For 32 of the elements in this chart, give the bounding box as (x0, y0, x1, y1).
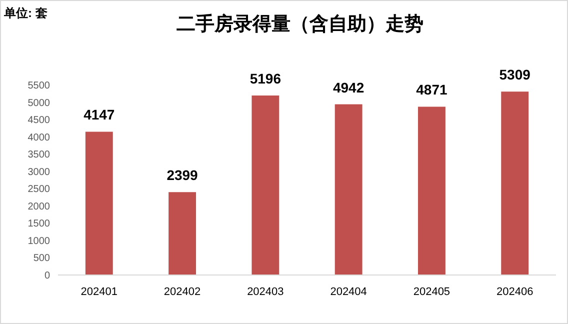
y-tick-label: 2000 (28, 201, 50, 212)
x-tick-label: 202406 (496, 286, 534, 298)
x-tick-label: 202403 (247, 286, 284, 298)
x-tick-label: 202404 (330, 286, 367, 298)
data-label: 4147 (84, 106, 115, 123)
x-tick-label: 202405 (413, 286, 450, 298)
y-tick-label: 0 (44, 270, 50, 282)
data-label: 5196 (250, 70, 282, 86)
x-tick-label: 202401 (80, 286, 118, 298)
y-tick-label: 5500 (28, 80, 50, 92)
chart-title: 二手房录得量（含自助）走势 (176, 13, 424, 35)
bar (85, 132, 113, 275)
bar (252, 96, 280, 275)
text: 单位: 套 (3, 6, 48, 20)
y-tick-label: 2500 (28, 184, 50, 196)
y-tick-label: 1500 (28, 218, 50, 230)
data-label: 4942 (332, 79, 364, 96)
y-tick-label: 4500 (28, 115, 50, 126)
x-tick-label: 202402 (164, 286, 201, 298)
y-tick-label: 4000 (28, 132, 50, 144)
bar (418, 106, 446, 275)
data-label: 5309 (499, 66, 531, 83)
data-label: 4871 (416, 82, 448, 98)
bar (334, 104, 362, 275)
y-tick-label: 1000 (28, 236, 50, 247)
y-tick-label: 3000 (28, 166, 50, 178)
bar (501, 92, 529, 275)
y-tick-label: 500 (33, 253, 50, 264)
data-label: 2399 (166, 167, 198, 184)
bar (168, 192, 196, 275)
y-tick-label: 3500 (28, 150, 50, 161)
y-tick-label: 5000 (28, 98, 50, 109)
